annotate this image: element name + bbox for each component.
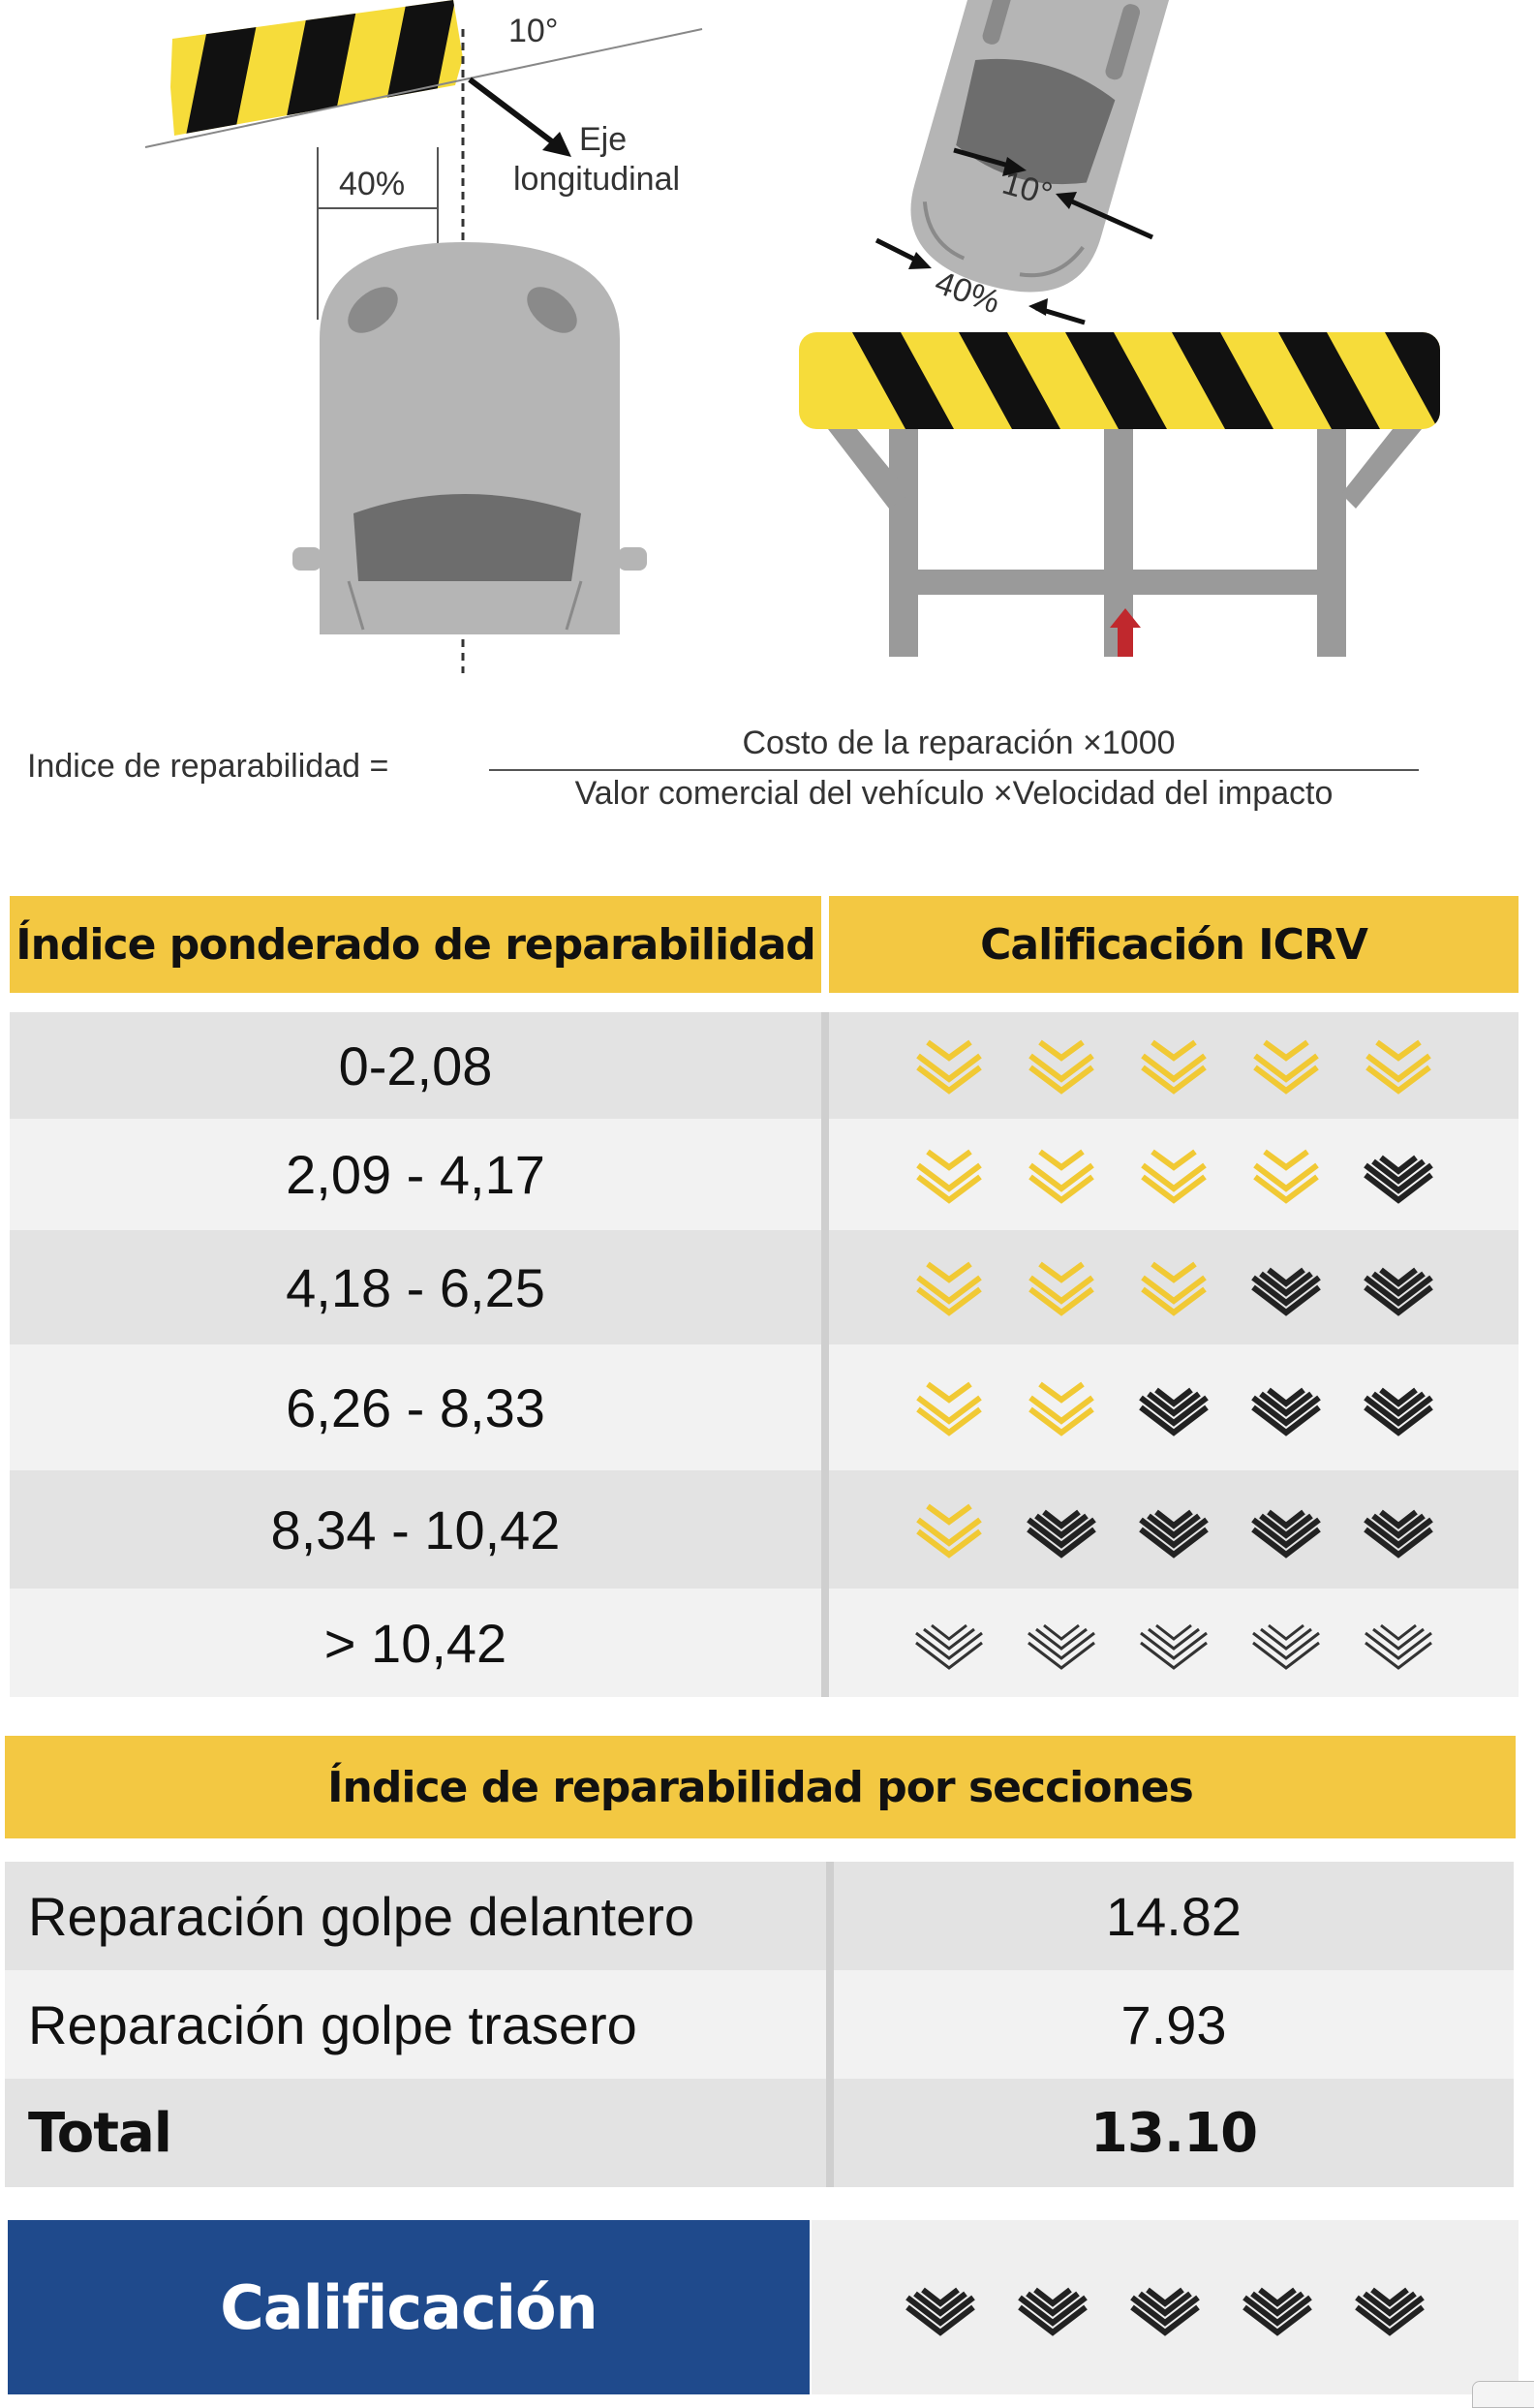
crash-test-illustration [144, 0, 1440, 673]
chevron-gold-icon [1141, 1261, 1207, 1316]
chevron-gold-icon [916, 1149, 982, 1204]
rating-range: 2,09 - 4,17 [10, 1119, 821, 1230]
chevron-gold-icon [1141, 1149, 1207, 1204]
column-divider [821, 1230, 829, 1344]
section-row-front: Reparación golpe delantero 14.82 [5, 1862, 1514, 1970]
chevron-outline-icon [915, 1623, 983, 1670]
chevron-outline-icon [1252, 1623, 1320, 1670]
rating-row: 8,34 - 10,42 [10, 1470, 1519, 1589]
section-row-rear: Reparación golpe trasero 7.93 [5, 1970, 1514, 2079]
chevron-gold-icon [1365, 1039, 1431, 1095]
rating-header-right: Calificación ICRV [829, 896, 1519, 993]
chevron-gold-icon [1028, 1149, 1094, 1204]
barrier-left [170, 0, 463, 136]
chevron-gold-icon [916, 1381, 982, 1436]
rating-icons [829, 1012, 1519, 1119]
chevron-black-icon [1251, 1267, 1321, 1316]
chevron-outline-icon [1140, 1623, 1208, 1670]
chevron-black-icon [1251, 1509, 1321, 1559]
chevron-black-icon [1027, 1509, 1096, 1559]
chevron-black-icon [1364, 1155, 1433, 1204]
chevron-black-icon [1243, 2287, 1312, 2336]
rating-range: > 10,42 [10, 1589, 821, 1697]
rating-range: 6,26 - 8,33 [10, 1344, 821, 1470]
final-rating-icons [812, 2220, 1519, 2394]
section-value: 7.93 [834, 1970, 1514, 2079]
rating-row: 6,26 - 8,33 [10, 1344, 1519, 1470]
car-left [292, 242, 647, 634]
chevron-gold-icon [1028, 1381, 1094, 1436]
formula-label: Indice de reparabilidad = [27, 748, 389, 785]
chevron-gold-icon [1028, 1039, 1094, 1095]
column-divider [826, 1970, 834, 2079]
column-divider [821, 1012, 829, 1119]
chevron-black-icon [1364, 1387, 1433, 1436]
corner-tab [1472, 2381, 1534, 2408]
chevron-gold-icon [916, 1261, 982, 1316]
chevron-outline-icon [1365, 1623, 1432, 1670]
axis-label-line2: longitudinal [513, 161, 681, 198]
chevron-gold-icon [1253, 1039, 1319, 1095]
chevron-gold-icon [916, 1039, 982, 1095]
angle-label-top: 10° [508, 13, 559, 49]
formula-denominator: Valor comercial del vehículo ×Velocidad … [574, 775, 1334, 812]
crash-test-diagram: 10° 40% Eje longitudinal 10° 40% [0, 0, 1534, 678]
column-divider [821, 1470, 829, 1589]
chevron-black-icon [1018, 2287, 1088, 2336]
chevron-outline-icon [1028, 1623, 1095, 1670]
car-right [910, 0, 1171, 293]
rating-range: 8,34 - 10,42 [10, 1470, 821, 1589]
chevron-gold-icon [916, 1503, 982, 1559]
chevron-black-icon [1139, 1509, 1209, 1559]
rating-icons [829, 1230, 1519, 1344]
chevron-black-icon [1355, 2287, 1425, 2336]
rating-icons [829, 1119, 1519, 1230]
sections-header: Índice de reparabilidad por secciones [5, 1736, 1516, 1838]
chevron-black-icon [1130, 2287, 1200, 2336]
rating-range: 4,18 - 6,25 [10, 1230, 821, 1344]
final-rating-label: Calificación [8, 2220, 810, 2394]
rating-row: 0-2,08 [10, 1012, 1519, 1119]
column-divider [826, 1862, 834, 1970]
rating-icons [829, 1470, 1519, 1589]
formula-fraction-bar [489, 769, 1419, 771]
rating-icons [829, 1344, 1519, 1470]
section-label: Reparación golpe trasero [5, 1970, 826, 2079]
chevron-gold-icon [1028, 1261, 1094, 1316]
chevron-black-icon [1364, 1267, 1433, 1316]
column-divider [821, 1119, 829, 1230]
chevron-black-icon [905, 2287, 975, 2336]
total-value: 13.10 [834, 2079, 1514, 2187]
column-divider [821, 1589, 829, 1697]
chevron-gold-icon [1141, 1039, 1207, 1095]
section-row-total: Total 13.10 [5, 2079, 1514, 2187]
chevron-black-icon [1364, 1509, 1433, 1559]
rating-header-left: Índice ponderado de reparabilidad [10, 896, 821, 993]
section-label: Reparación golpe delantero [5, 1862, 826, 1970]
barrier-right [799, 332, 1440, 657]
percent-label-left: 40% [339, 166, 406, 202]
total-label: Total [5, 2079, 826, 2187]
section-value: 14.82 [834, 1862, 1514, 1970]
rating-icons [829, 1589, 1519, 1697]
chevron-gold-icon [1253, 1149, 1319, 1204]
rating-row: > 10,42 [10, 1589, 1519, 1697]
rating-row: 4,18 - 6,25 [10, 1230, 1519, 1344]
rating-row: 2,09 - 4,17 [10, 1119, 1519, 1230]
chevron-black-icon [1139, 1387, 1209, 1436]
column-divider [826, 2079, 834, 2187]
rating-range: 0-2,08 [10, 1012, 821, 1119]
axis-label-line1: Eje [579, 121, 628, 158]
formula-numerator: Costo de la reparación ×1000 [742, 725, 1176, 761]
chevron-black-icon [1251, 1387, 1321, 1436]
column-divider [821, 1344, 829, 1470]
